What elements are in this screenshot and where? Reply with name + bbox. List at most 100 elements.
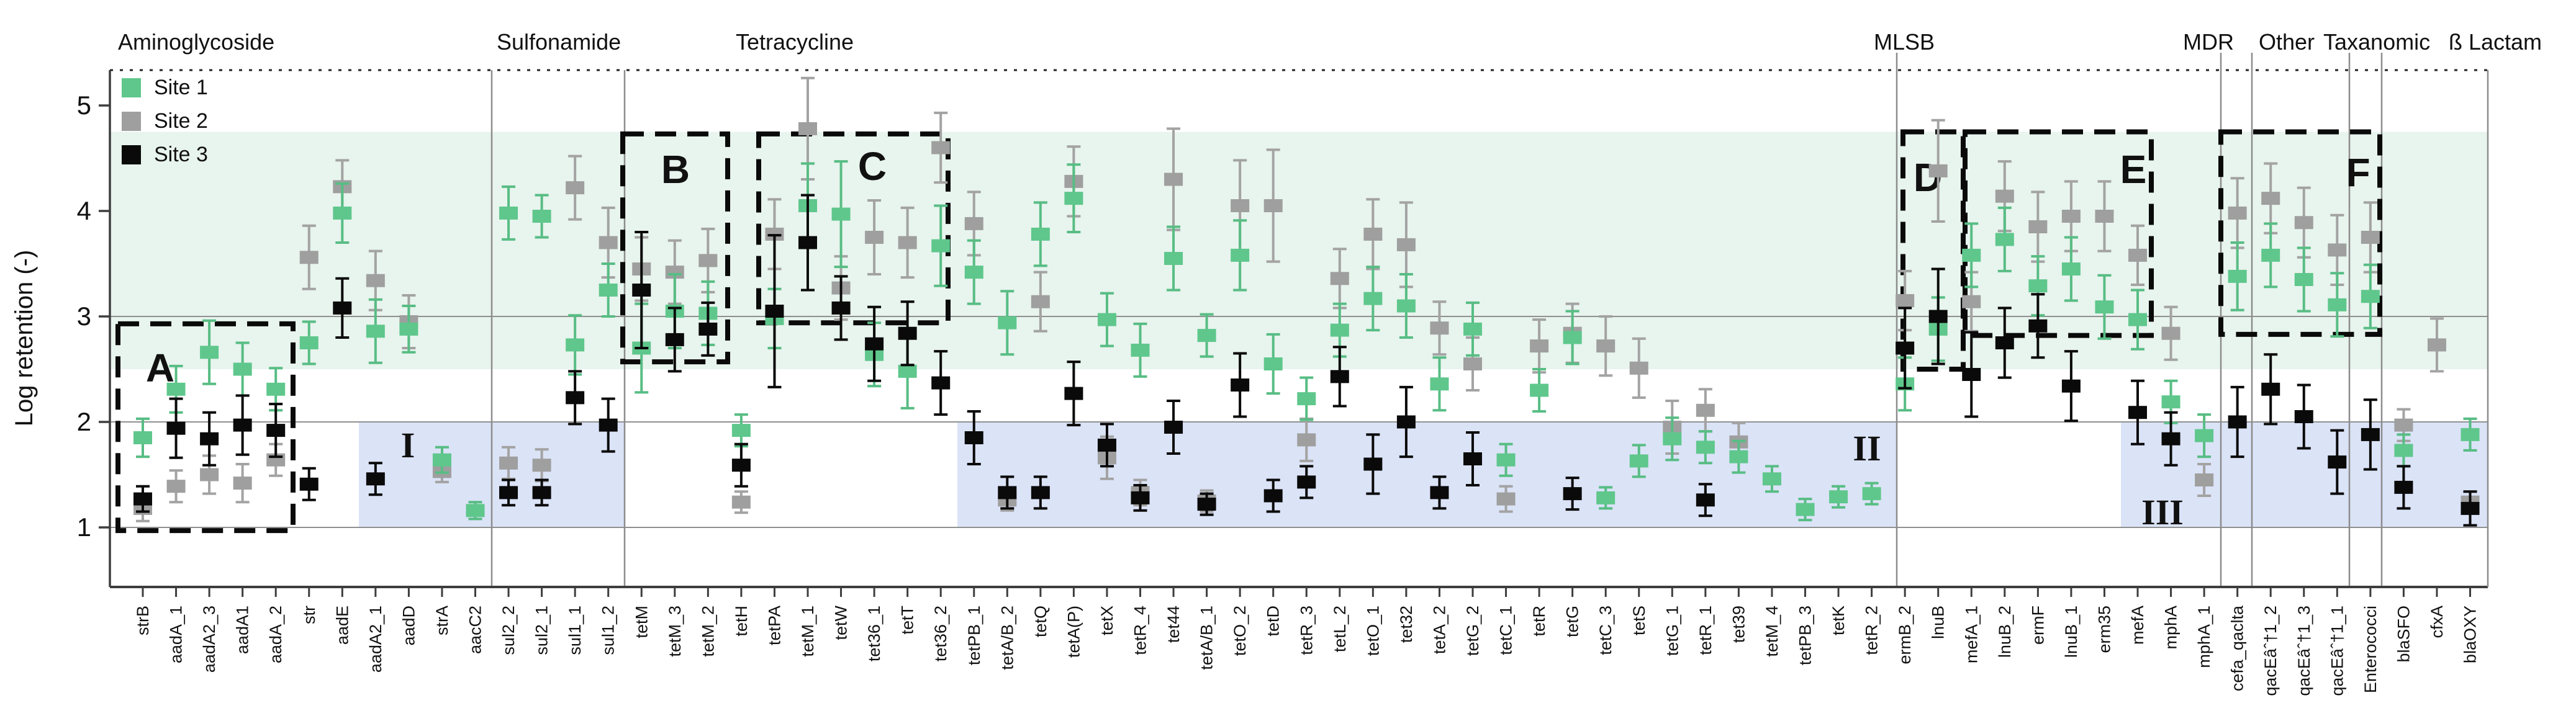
data-point-Site2-erm35: [2095, 210, 2114, 223]
data-point-Site2-tetL_2: [1330, 272, 1349, 285]
gene-label-tetR_1: tetR_1: [1696, 606, 1715, 655]
gene-label-aacC2: aacC2: [466, 606, 485, 654]
data-point-Site1-aadA_1: [166, 382, 186, 396]
data-point-Site2-aadA2_1: [366, 274, 385, 287]
data-point-Site2-tetG_2: [1463, 357, 1482, 370]
data-point-Site1-tetG: [1563, 331, 1582, 344]
data-point-Site3-aadA_1: [166, 421, 186, 435]
category-label-ß-Lactam: ß Lactam: [2449, 29, 2542, 55]
data-point-Site2-tet36_1: [865, 231, 884, 244]
gene-label-ermB_2: ermB_2: [1896, 606, 1914, 665]
data-point-Site1-tetX: [1097, 313, 1116, 326]
category-label-MDR: MDR: [2183, 29, 2234, 55]
gene-label-tetX: tetX: [1098, 606, 1116, 635]
y-tick-label-1: 1: [77, 513, 91, 542]
data-point-Site3-lnuB_1: [2061, 379, 2081, 393]
data-point-Site1-tet44: [1164, 252, 1183, 265]
data-point-Site1-aadE: [333, 206, 352, 220]
data-point-Site1-aadA2_3: [200, 346, 219, 359]
legend-swatch-2: [122, 112, 141, 131]
gene-label-tet36_2: tet36_2: [931, 606, 950, 661]
data-point-Site1-tetC_1: [1496, 453, 1516, 467]
gene-label-tetO_1: tetO_1: [1363, 606, 1382, 656]
data-point-Site3-mefA_1: [1962, 368, 1981, 381]
data-point-Site3-tet36_2: [931, 376, 951, 390]
data-point-Site1-tetT: [898, 364, 917, 378]
data-point-Site2-sul1_2: [599, 236, 618, 249]
data-point-Site3-ermF: [2028, 319, 2048, 333]
gene-label-aadA2_3: aadA2_3: [200, 606, 219, 673]
data-point-Site1-tetR_3: [1297, 392, 1316, 406]
gene-label-tetH: tetH: [732, 606, 751, 637]
region-label-I: I: [401, 425, 415, 465]
gene-label-tetR_2: tetR_2: [1863, 606, 1881, 655]
data-point-Site2-tet32: [1396, 238, 1416, 251]
data-point-Site2-mphA_1: [2195, 473, 2214, 486]
data-point-Site1-tetR_4: [1131, 343, 1150, 357]
data-point-Site1-aacC2: [466, 504, 485, 517]
data-point-Site3-tetW: [831, 301, 851, 315]
data-point-Site2-ermF: [2028, 220, 2048, 233]
data-point-Site2-qacEâˆ†1_1: [2328, 243, 2347, 257]
gene-label-tetG_2: tetG_2: [1463, 606, 1482, 656]
legend-label-1: Site 1: [154, 76, 208, 99]
gene-label-aadA_1: aadA_1: [167, 606, 186, 663]
data-point-Site2-tetPB_1: [964, 217, 983, 230]
data-point-Site2-tetH: [731, 495, 751, 509]
annotation-box-label-C: C: [858, 144, 887, 189]
data-point-Site1-blaSFO: [2394, 444, 2413, 457]
data-point-Site1-qacEâˆ†1_1: [2328, 298, 2347, 311]
data-point-Site3-tetM: [632, 284, 651, 297]
data-point-Site1-strA: [432, 453, 451, 467]
gene-label-tetQ: tetQ: [1031, 606, 1050, 637]
gene-label-tet32: tet32: [1397, 606, 1416, 643]
data-point-Site1-qacEâˆ†1_2: [2261, 248, 2280, 262]
gene-label-tetM_1: tetM_1: [798, 606, 817, 657]
data-point-Site1-sul1_1: [566, 338, 585, 352]
gene-label-sul1_2: sul1_2: [599, 606, 618, 655]
data-point-Site1-tetA/B_1: [1197, 329, 1216, 343]
data-point-Site3-tetQ: [1031, 486, 1050, 499]
data-point-Site3-cefa_qaclta: [2228, 415, 2247, 429]
data-point-Site3-qacEâˆ†1_2: [2261, 382, 2280, 396]
data-point-Site3-sul2_1: [532, 486, 551, 499]
data-point-Site1-tetW: [831, 207, 851, 221]
data-point-Site1-tetR_2: [1862, 487, 1881, 501]
gene-label-tetR_3: tetR_3: [1297, 606, 1316, 655]
category-label-Taxanomic: Taxanomic: [2323, 29, 2430, 55]
data-point-Site1-tetQ: [1031, 227, 1050, 241]
data-point-Site1-sul2_1: [532, 210, 551, 223]
annotation-box-label-F: F: [2346, 150, 2370, 195]
data-point-Site3-sul2_2: [499, 486, 518, 499]
data-point-Site3-tetPA: [765, 305, 784, 318]
annotation-box-E: [1963, 129, 2154, 338]
data-point-Site2-Enterococci: [2361, 231, 2380, 244]
data-point-Site3-tetA/B_1: [1197, 498, 1216, 511]
data-point-Site3-str: [299, 477, 319, 491]
data-point-Site3-aadA2_3: [200, 432, 219, 446]
legend-label-3: Site 3: [154, 143, 208, 166]
data-point-Site3-tetG_2: [1463, 452, 1482, 465]
data-point-Site3-tetA(P): [1064, 387, 1083, 400]
data-point-Site2-str: [299, 251, 319, 264]
data-point-Site3-blaSFO: [2394, 480, 2413, 494]
data-point-Site3-tet32: [1396, 415, 1416, 429]
data-point-Site2-aadA1: [233, 477, 252, 490]
y-tick-label-2: 2: [77, 407, 91, 436]
data-point-Site1-tetK: [1829, 490, 1848, 504]
data-point-Site2-sul2_1: [532, 459, 551, 472]
data-point-Site3-tetM_1: [798, 236, 817, 249]
data-point-Site1-tetD: [1263, 357, 1283, 370]
gene-label-strB: strB: [133, 606, 152, 635]
data-point-Site2-lnuB_1: [2061, 210, 2081, 223]
data-point-Site2-aadA_1: [166, 480, 186, 493]
gene-label-aadE: aadE: [333, 606, 351, 645]
gene-label-tetA/B_2: tetA/B_2: [998, 606, 1016, 670]
gene-label-tetC_3: tetC_3: [1596, 606, 1615, 655]
data-point-Site1-erm35: [2095, 300, 2114, 314]
legend-swatch-3: [122, 145, 141, 164]
gene-label-tetD: tetD: [1264, 606, 1283, 637]
gene-label-tetM_4: tetM_4: [1763, 606, 1781, 657]
gene-label-tetL_2: tetL_2: [1331, 606, 1349, 652]
data-point-Site1-blaOXY: [2461, 428, 2480, 441]
